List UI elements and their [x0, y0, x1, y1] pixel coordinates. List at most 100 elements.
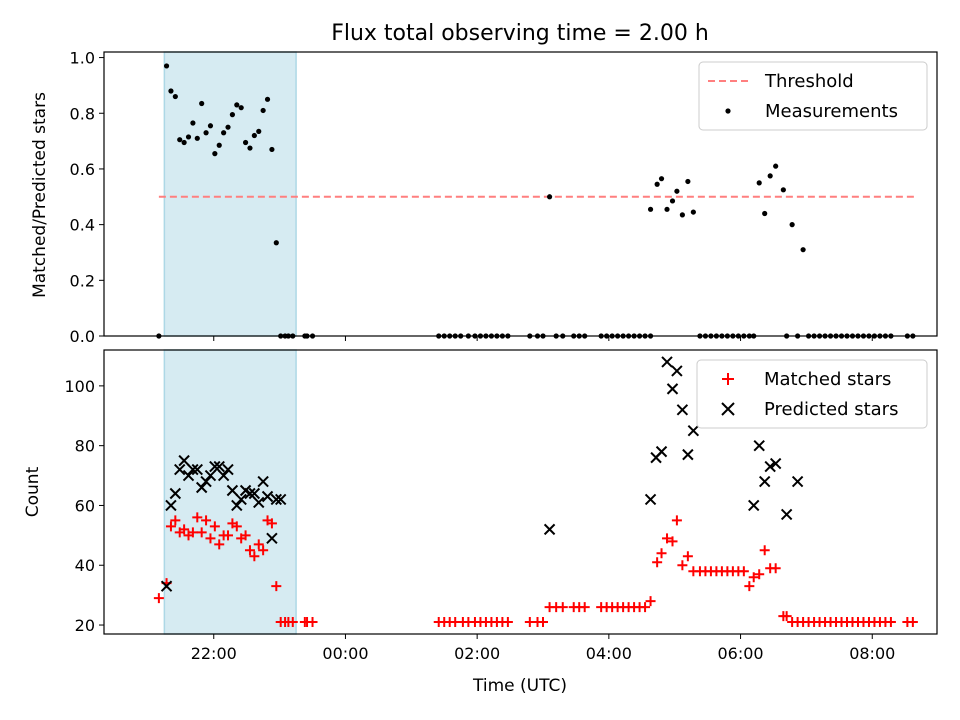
legend-matched-label: Matched stars	[764, 369, 891, 390]
x-tick-label: 22:00	[191, 644, 237, 663]
measurement-point	[212, 151, 218, 157]
predicted-star-point	[274, 493, 287, 506]
matched-star-point	[179, 524, 190, 535]
predicted-star-point	[244, 487, 256, 500]
matched-star-point	[748, 572, 759, 583]
matched-star-point	[744, 581, 755, 592]
bottom-y-tick-label: 20	[75, 616, 95, 635]
bottom-y-tick-label: 80	[75, 437, 95, 456]
matched-star-point	[271, 581, 282, 592]
measurement-point	[685, 178, 691, 185]
predicted-star-point	[248, 487, 261, 500]
bottom-y-axis-label: Count	[23, 466, 43, 517]
matched-star-point	[240, 530, 251, 541]
matched-star-point	[307, 617, 318, 628]
measurement-point	[229, 112, 236, 118]
predicted-star-point	[266, 532, 278, 545]
predicted-star-point	[191, 463, 203, 476]
measurement-point	[690, 209, 696, 215]
top-y-tick-label: 0.0	[70, 327, 95, 346]
top-y-tick-label: 0.4	[70, 216, 95, 235]
legend-predicted-swatch	[721, 402, 735, 416]
predicted-star-point	[682, 448, 694, 461]
matched-star-point	[682, 551, 693, 562]
measurement-point	[216, 142, 222, 148]
predicted-star-point	[187, 463, 199, 476]
matched-star-point	[249, 551, 260, 562]
measurement-point	[190, 120, 196, 126]
predicted-star-point	[195, 481, 208, 494]
predicted-star-point	[209, 460, 221, 473]
predicted-star-point	[655, 445, 668, 458]
predicted-star-point	[687, 425, 700, 437]
measurement-point	[654, 181, 660, 187]
predicted-star-point	[261, 490, 274, 503]
measurement-point	[207, 123, 214, 129]
predicted-star-point	[780, 508, 793, 521]
bottom-legend-frame	[696, 359, 928, 429]
predicted-star-point	[200, 475, 212, 488]
matched-star-point	[557, 602, 568, 613]
matched-star-point	[579, 602, 590, 613]
measurement-point	[789, 222, 795, 228]
x-tick-label: 00:00	[322, 644, 368, 663]
matched-star-point	[645, 596, 656, 607]
predicted-star-point	[213, 460, 225, 473]
bottom-panel: 20 40 60 80 100 22:00 00:00 02:00 04:00 06:00 08:0…	[64, 349, 938, 663]
chart-title: Flux total observing time = 2.00 h	[331, 21, 709, 46]
predicted-star-point	[165, 499, 177, 512]
matched-star-point	[165, 521, 176, 532]
matched-star-point	[671, 515, 682, 526]
measurement-point	[177, 137, 183, 143]
matched-star-point	[192, 512, 203, 523]
predicted-star-point	[231, 499, 243, 512]
matched-star-point	[885, 617, 896, 628]
matched-star-point	[781, 611, 792, 622]
predicted-star-point	[160, 580, 173, 592]
top-y-tick-label: 0.6	[70, 160, 95, 179]
bottom-y-tick-label: 60	[75, 496, 95, 515]
legend-measurements-swatch	[725, 108, 731, 114]
measurement-point	[234, 102, 240, 108]
matched-star-point	[266, 518, 277, 529]
measurement-point	[679, 212, 685, 218]
matched-star-point	[667, 536, 678, 547]
predicted-star-point	[661, 356, 673, 368]
measurement-point	[203, 130, 209, 136]
measurement-point	[647, 206, 654, 212]
predicted-star-point	[178, 454, 190, 467]
matched-star-point	[253, 539, 264, 550]
predicted-star-point	[769, 457, 782, 470]
top-panel: 0.0 0.2 0.4 0.6 0.8 1.0	[70, 49, 938, 346]
predicted-star-point	[253, 496, 265, 509]
measurement-point	[658, 176, 665, 182]
measurement-point	[242, 139, 249, 146]
x-tick-label: 08:00	[849, 644, 895, 663]
measurement-point	[260, 107, 266, 114]
matched-star-point	[205, 533, 216, 544]
legend-threshold-label: Threshold	[764, 71, 854, 92]
measurement-point	[225, 124, 231, 130]
measurement-point	[780, 187, 786, 193]
predicted-star-point	[676, 404, 689, 416]
matched-star-point	[677, 560, 688, 571]
measurement-point	[185, 134, 192, 140]
matched-star-point	[258, 545, 269, 556]
top-plot-frame	[103, 51, 938, 337]
predicted-star-point	[182, 469, 195, 482]
top-legend: Threshold Measurements	[698, 61, 928, 131]
top-y-tick-label: 0.2	[70, 271, 95, 290]
matched-star-point	[662, 533, 673, 544]
matched-star-point	[770, 563, 781, 574]
matched-star-point	[187, 527, 198, 538]
predicted-star-point	[543, 523, 556, 536]
matched-star-point	[738, 566, 749, 577]
matched-star-point	[759, 545, 770, 556]
matched-star-point	[652, 557, 663, 568]
measurement-point	[181, 139, 187, 146]
measurement-point	[247, 145, 253, 151]
measurement-point	[664, 206, 670, 212]
matched-star-point	[209, 521, 220, 532]
matched-star-point	[287, 617, 298, 628]
x-tick-label: 06:00	[717, 644, 763, 663]
